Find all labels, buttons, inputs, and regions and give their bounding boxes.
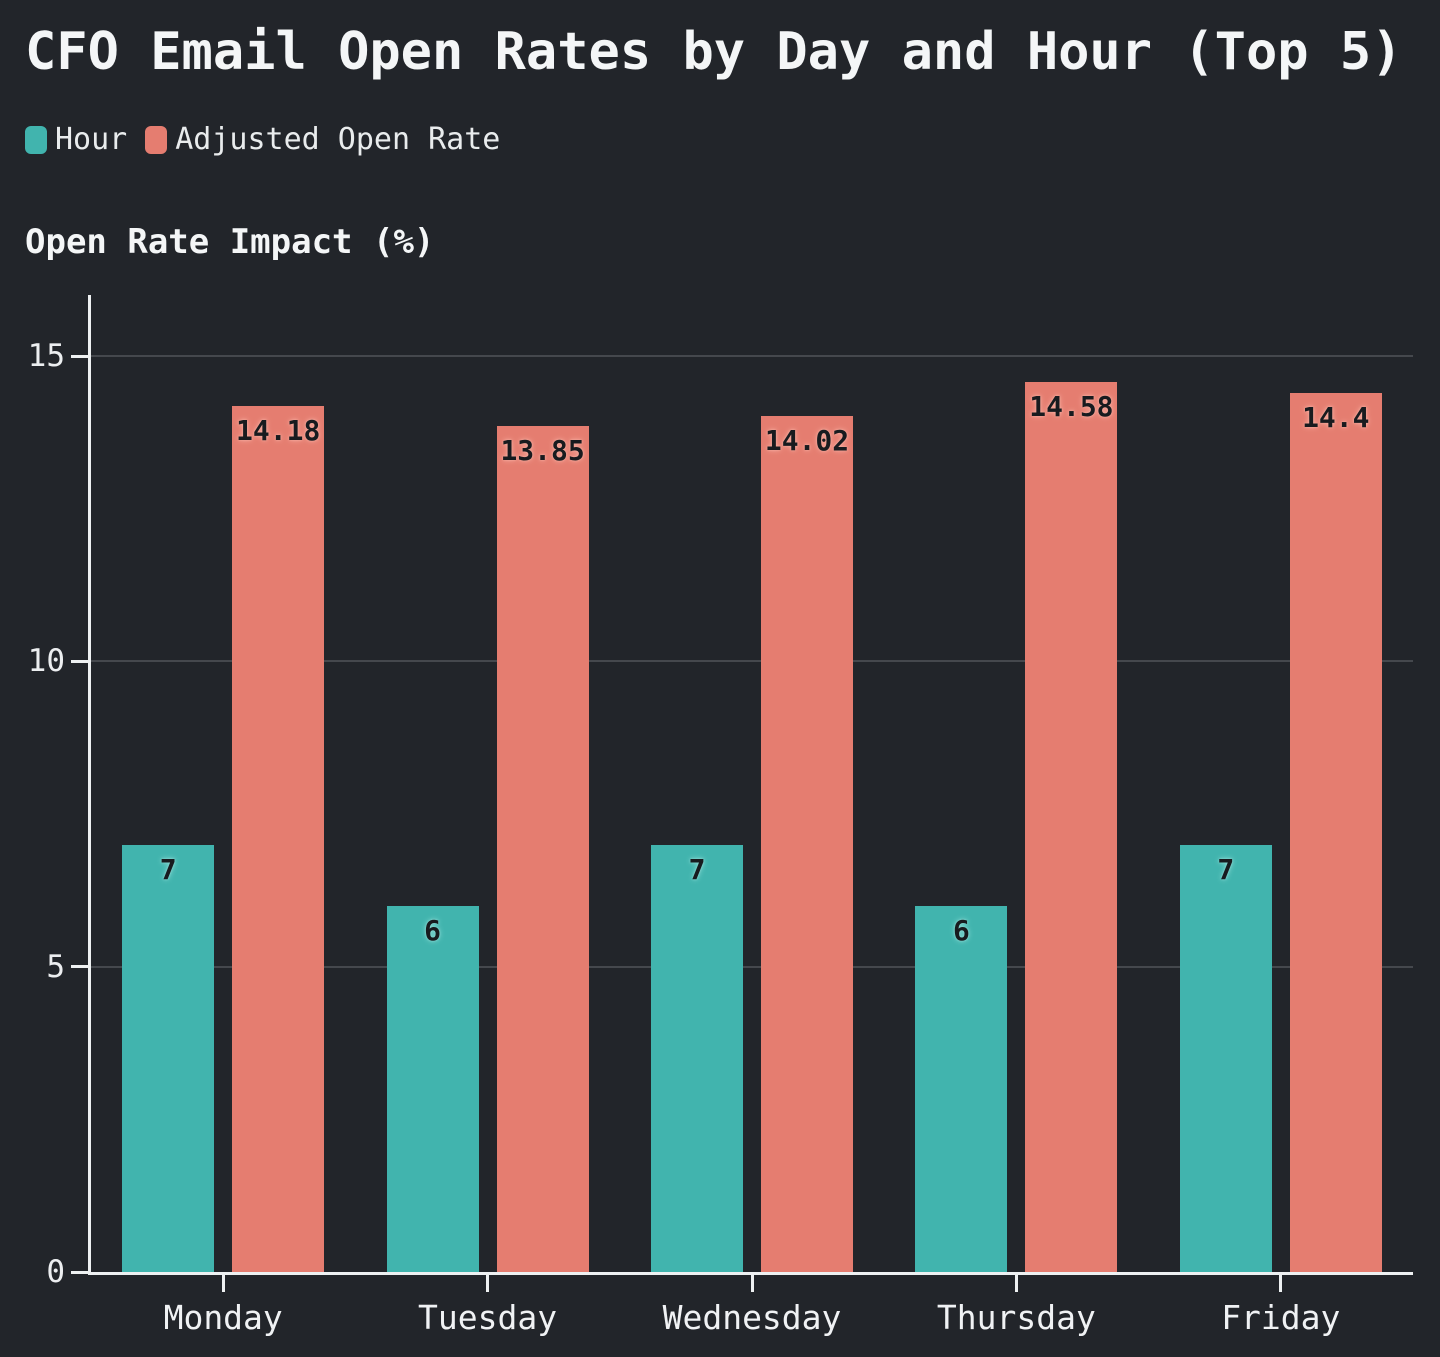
bar-adjusted-open-rate-monday: 14.18 [232,406,325,1272]
x-tick-thursday [1014,1275,1018,1292]
legend-swatch-hour [25,125,47,154]
x-axis-label-tuesday: Tuesday [418,1298,558,1337]
x-tick-wednesday [750,1275,754,1292]
bar-adjusted-open-rate-thursday: 14.58 [1025,381,1118,1272]
bar-value-label: 7 [159,852,177,886]
bar-value-label: 13.85 [500,434,585,468]
chart-title: CFO Email Open Rates by Day and Hour (To… [25,22,1403,82]
x-axis-label-monday: Monday [163,1298,283,1337]
bar-hour-friday: 7 [1179,844,1272,1272]
legend-label-adjusted-open-rate: Adjusted Open Rate [175,122,501,157]
bar-value-label: 6 [424,913,442,947]
bar-value-label: 6 [952,913,970,947]
x-tick-tuesday [486,1275,490,1292]
legend-swatch-adjusted-open-rate [145,125,168,154]
bar-value-label: 14.4 [1302,400,1370,434]
x-tick-monday [221,1275,225,1292]
y-axis-title: Open Rate Impact (%) [25,222,435,262]
x-axis-label-thursday: Thursday [936,1298,1096,1337]
bar-value-label: 7 [1217,852,1235,886]
gridline-15 [91,355,1413,358]
legend-item-adjusted-open-rate: Adjusted Open Rate [145,122,500,157]
y-tick-label-10: 10 [27,643,65,680]
bar-adjusted-open-rate-tuesday: 13.85 [496,426,589,1272]
x-axis-label-friday: Friday [1221,1298,1341,1337]
x-axis-label-wednesday: Wednesday [662,1298,842,1337]
y-tick-0 [71,1270,88,1274]
gridline-5 [91,965,1413,968]
legend-label-hour: Hour [55,122,128,157]
y-tick-5 [71,965,88,969]
bar-value-label: 14.58 [1029,389,1114,423]
y-tick-15 [71,354,88,358]
y-tick-label-15: 15 [27,338,65,375]
gridline-10 [91,660,1413,663]
legend: Hour Adjusted Open Rate [25,122,500,157]
plot-area: 0 5 10 15 7 14.18 Monday 6 13.85 Tuesday 7 14.02 Wed… [28,295,1413,1337]
bar-value-label: 14.18 [236,414,321,448]
bar-adjusted-open-rate-wednesday: 14.02 [761,415,853,1272]
legend-item-hour: Hour [25,122,127,157]
bar-adjusted-open-rate-friday: 14.4 [1289,392,1382,1272]
y-tick-label-5: 5 [46,948,65,985]
y-tick-label-0: 0 [46,1254,65,1290]
bar-value-label: 7 [688,852,706,886]
y-tick-10 [71,659,88,663]
x-tick-friday [1279,1275,1283,1292]
bar-hour-thursday: 6 [915,905,1008,1272]
bar-hour-tuesday: 6 [386,905,479,1272]
bar-hour-wednesday: 7 [651,844,743,1272]
bar-hour-monday: 7 [122,844,215,1272]
bar-value-label: 14.02 [764,423,850,457]
